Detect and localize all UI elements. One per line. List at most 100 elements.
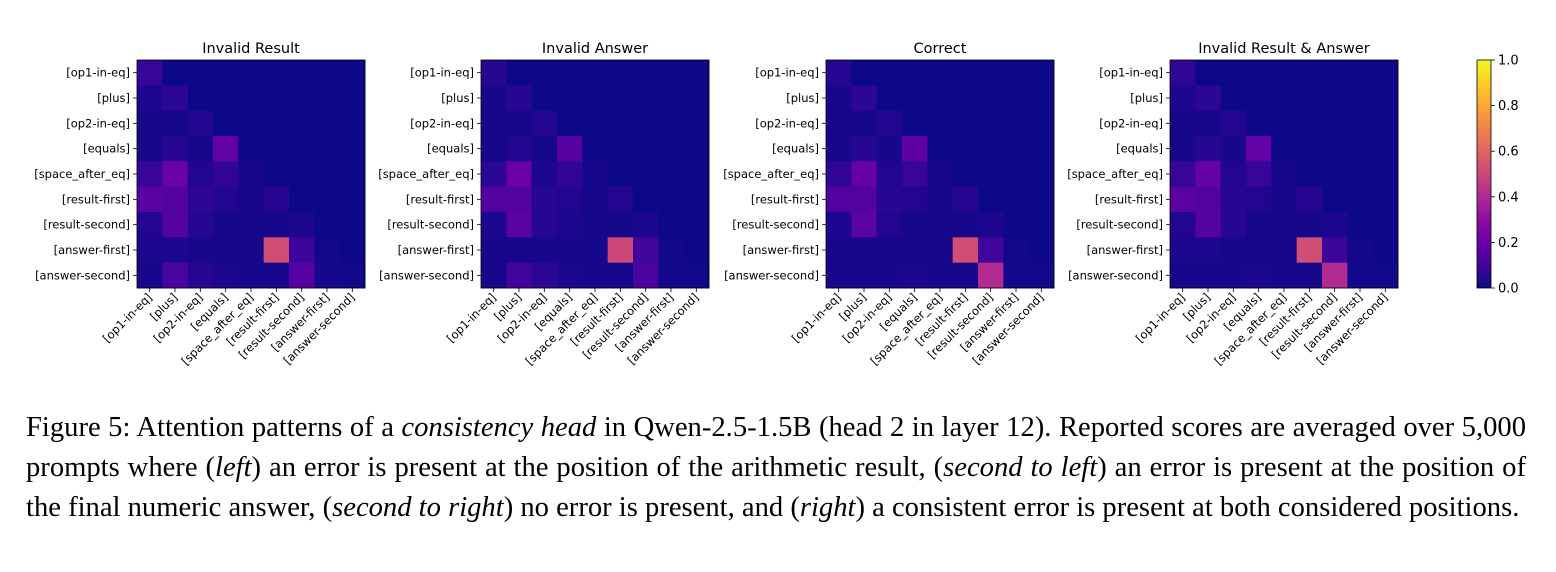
y-tick-label: [equals] <box>427 142 474 156</box>
heatmap-cell <box>978 237 1004 264</box>
heatmap-cell <box>1322 237 1348 264</box>
heatmap-cell <box>658 161 685 188</box>
colorbar-tick-label: 0.6 <box>1498 145 1519 160</box>
heatmap-cell <box>1028 161 1055 188</box>
heatmap-cell <box>1246 262 1272 289</box>
colorbar-tick-label: 0.4 <box>1498 190 1519 205</box>
heatmap-cell <box>238 237 265 264</box>
heatmap-cell <box>238 161 265 188</box>
heatmap-cell <box>557 60 583 86</box>
heatmap-cell <box>162 110 189 137</box>
heatmap-cell <box>633 186 659 213</box>
heatmap-cell <box>851 60 878 86</box>
heatmap-cell <box>876 186 903 213</box>
heatmap-cell <box>1296 262 1323 289</box>
y-tick-label: [result-first] <box>751 192 819 206</box>
heatmap-cell <box>1195 212 1222 238</box>
y-tick-label: [op1-in-eq] <box>1099 66 1163 80</box>
heatmap-cell <box>531 60 558 86</box>
y-tick-label: [space_after_eq] <box>378 167 474 181</box>
heatmap-cell <box>658 237 685 264</box>
heatmap-cell <box>213 262 239 289</box>
heatmap-cell <box>1296 136 1323 162</box>
heatmap-cell <box>1347 262 1374 289</box>
heatmap-cell <box>531 110 558 137</box>
heatmap-cell <box>1028 262 1055 289</box>
heatmap-cell <box>481 85 507 112</box>
heatmap-cell <box>927 85 954 112</box>
heatmap-cell <box>481 60 507 86</box>
heatmap-cell <box>876 161 903 188</box>
heatmap-cell <box>238 262 265 289</box>
heatmap-cell <box>162 186 189 213</box>
heatmap-cell <box>1271 60 1298 86</box>
y-tick-label: [answer-first] <box>1087 243 1163 257</box>
heatmap-cell <box>1195 136 1222 162</box>
heatmap-cell <box>263 136 290 162</box>
heatmap-panel-3: Correct [op1-in-eq] [plus] [op2-in-eq] [equa… <box>723 41 1055 368</box>
heatmap-cell <box>633 110 659 137</box>
heatmap-cell <box>1296 212 1323 238</box>
heatmap-cell <box>952 110 979 137</box>
heatmap-cell <box>1220 237 1247 264</box>
heatmap-cell <box>506 186 533 213</box>
heatmap-cell <box>851 136 878 162</box>
heatmap-cell <box>1372 110 1399 137</box>
heatmap-cell <box>826 60 852 86</box>
y-tick-label: [equals] <box>772 142 819 156</box>
y-tick-label: [plus] <box>97 91 130 105</box>
heatmap-cell <box>1347 110 1374 137</box>
heatmap-cell <box>481 110 507 137</box>
y-tick-label: [op2-in-eq] <box>66 116 130 130</box>
heatmap-cell <box>187 237 214 264</box>
heatmap-cell <box>826 110 852 137</box>
colorbar-bar <box>1476 59 1492 289</box>
heatmap-cell <box>289 212 315 238</box>
heatmap-cell <box>582 85 609 112</box>
y-tick-label: [result-first] <box>1095 192 1163 206</box>
heatmap-cell <box>238 60 265 86</box>
heatmap-cell <box>339 237 366 264</box>
heatmap-cell <box>876 262 903 289</box>
heatmap-panel-1: Invalid Result [op1-in-eq] [plus] [op2-in-e… <box>34 41 366 368</box>
heatmap-cell <box>557 262 583 289</box>
heatmap-cell <box>1170 110 1196 137</box>
heatmap-cell <box>289 237 315 264</box>
heatmap-cell <box>927 212 954 238</box>
y-tick-label: [answer-first] <box>54 243 130 257</box>
heatmap-cell <box>314 237 341 264</box>
heatmap-cell <box>683 161 710 188</box>
heatmap-cell <box>238 110 265 137</box>
heatmap-cell <box>1322 136 1348 162</box>
y-tick-label: [plus] <box>1130 91 1163 105</box>
heatmap-cell <box>531 237 558 264</box>
heatmap-cell <box>826 161 852 188</box>
heatmap-cell <box>1220 262 1247 289</box>
heatmap-cell <box>607 60 634 86</box>
heatmap-cell <box>1028 237 1055 264</box>
heatmap-panel-2: Invalid Answer [op1-in-eq] [plus] [op2-in-e… <box>378 41 710 368</box>
heatmap-cell <box>582 136 609 162</box>
heatmap-cell <box>978 136 1004 162</box>
heatmap-cell <box>481 212 507 238</box>
heatmap-cell <box>1347 161 1374 188</box>
heatmap-cell <box>137 85 163 112</box>
heatmap-cell <box>658 60 685 86</box>
x-tick-label: [op1-in-eq] <box>789 290 844 345</box>
heatmap-cell <box>978 262 1004 289</box>
heatmap-cell <box>187 161 214 188</box>
heatmap-cell <box>582 60 609 86</box>
y-tick-label: [space_after_eq] <box>723 167 819 181</box>
colorbar-tick-label: 1.0 <box>1498 54 1519 69</box>
heatmap-cell <box>137 262 163 289</box>
heatmap-cell <box>1322 186 1348 213</box>
heatmap-cell <box>314 161 341 188</box>
heatmap-cell <box>582 237 609 264</box>
heatmap-cell <box>339 136 366 162</box>
heatmap-cell <box>481 136 507 162</box>
heatmap-cell <box>1195 237 1222 264</box>
heatmap-cell <box>263 212 290 238</box>
heatmap-cell <box>1170 262 1196 289</box>
heatmap-cell <box>506 60 533 86</box>
heatmap-cell <box>851 186 878 213</box>
